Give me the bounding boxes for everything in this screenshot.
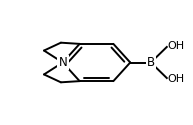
Text: B: B xyxy=(147,56,155,69)
Text: OH: OH xyxy=(168,74,185,84)
Text: OH: OH xyxy=(168,41,185,51)
Text: N: N xyxy=(58,56,67,69)
